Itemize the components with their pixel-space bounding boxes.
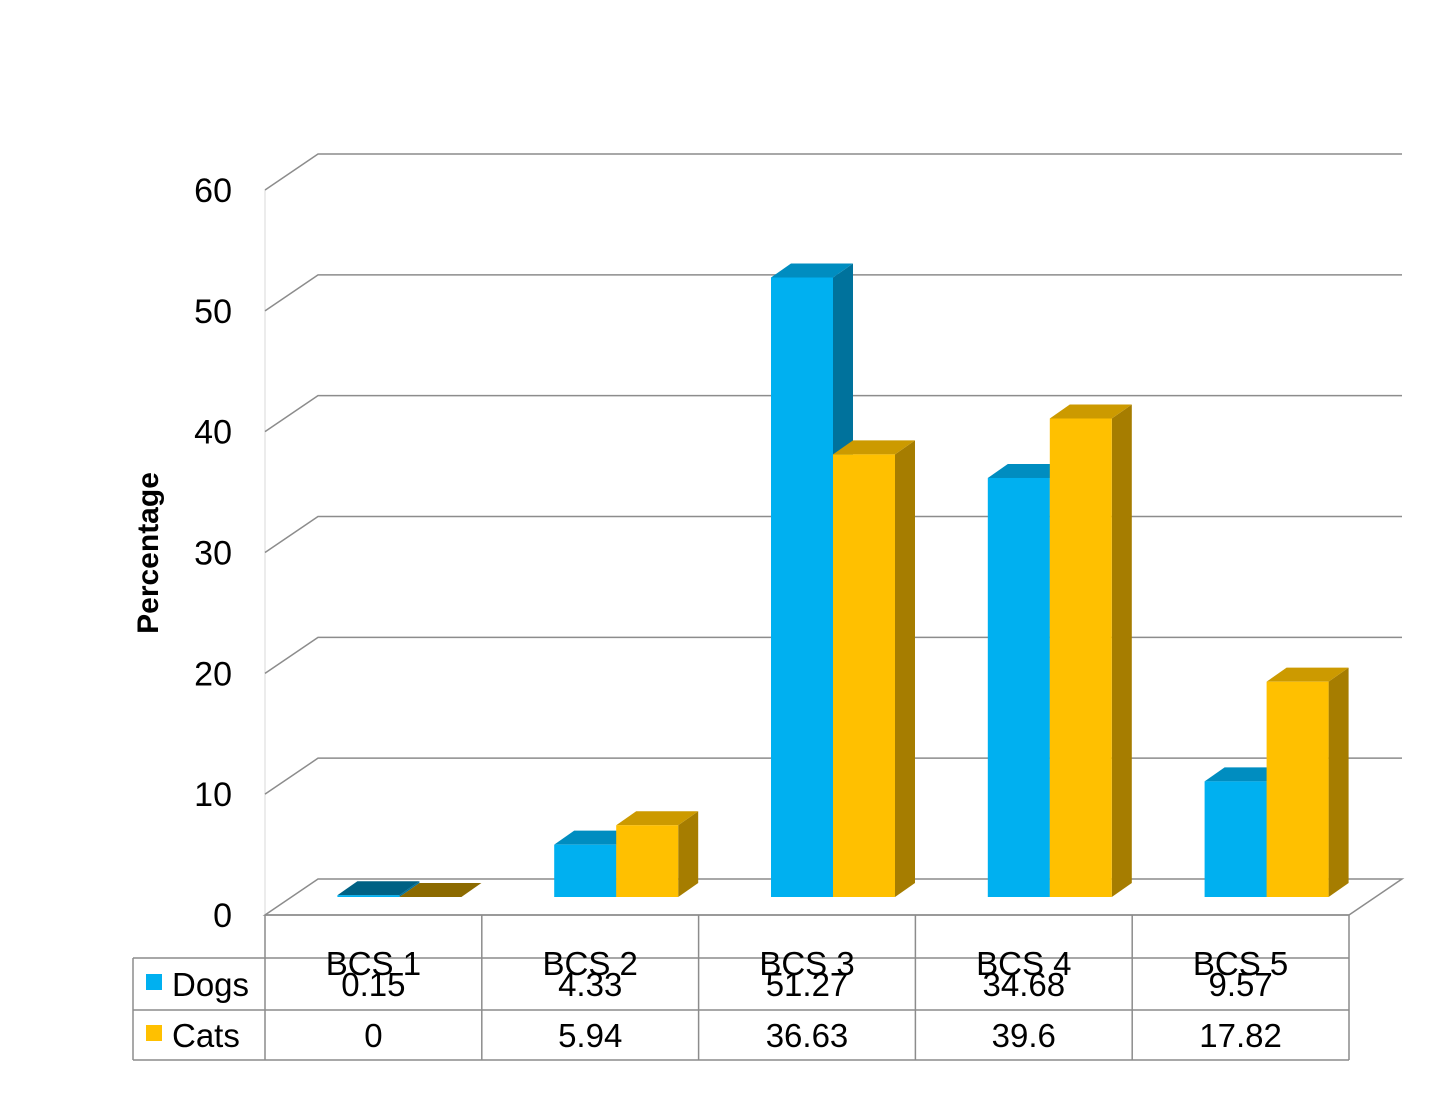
bar-side	[1111, 404, 1132, 897]
bar-top	[987, 463, 1070, 478]
bar-side	[399, 881, 420, 897]
bar-top	[1266, 667, 1349, 682]
y-tick-label: 40	[194, 414, 232, 452]
bar-top	[1049, 404, 1132, 419]
bar-side	[895, 440, 915, 897]
bar-side	[1328, 667, 1349, 897]
category-label: BCS 1	[326, 945, 421, 982]
bar-top	[616, 811, 699, 826]
bar	[337, 895, 400, 897]
gridline	[264, 394, 1402, 433]
legend-label: Cats	[172, 1017, 240, 1054]
data-label: 4.33	[558, 966, 622, 1003]
legend-key	[146, 1025, 162, 1041]
gridline	[264, 153, 1402, 191]
y-tick-label: 20	[194, 655, 232, 693]
y-tick-label: 50	[194, 293, 232, 331]
y-tick-label: 10	[194, 776, 232, 814]
bar	[554, 844, 617, 897]
data-label: 39.6	[992, 1017, 1056, 1054]
table-rows	[133, 957, 1349, 1061]
category-label: BCS 4	[976, 945, 1071, 982]
bar	[771, 277, 833, 897]
data-label: 9.57	[1208, 966, 1272, 1003]
gridline	[264, 274, 1402, 312]
bar	[1204, 781, 1267, 897]
bar	[1049, 418, 1112, 897]
data-label: 51.27	[766, 966, 849, 1003]
y-tick-label: 30	[194, 535, 232, 573]
bar	[987, 477, 1050, 897]
bar-top	[337, 881, 420, 896]
data-label: 17.82	[1199, 1017, 1282, 1054]
y-axis-label: Percentage	[132, 472, 165, 634]
y-tick-label: 0	[213, 897, 232, 935]
bars	[337, 263, 1349, 897]
category-label: BCS 2	[543, 945, 638, 982]
y-axis-ticks: 0 10 20 30 40 50 60	[194, 172, 232, 935]
category-label: BCS 3	[759, 945, 854, 982]
bar	[1266, 681, 1329, 897]
bar-top	[399, 883, 482, 897]
bar-side	[678, 811, 699, 897]
data-label: 36.63	[766, 1017, 849, 1054]
data-table: BCS 1 BCS 2 BCS 3 BCS 4 BCS 5 Dogs 0.15 4.33 51.…	[132, 914, 1350, 1061]
bar	[616, 825, 679, 897]
bar-top	[1204, 767, 1287, 782]
legend-key	[146, 974, 162, 990]
data-label: 0.15	[341, 966, 405, 1003]
bar-top	[771, 263, 853, 278]
data-label: 0	[364, 1017, 382, 1054]
bar	[833, 454, 895, 897]
data-label: 34.68	[983, 966, 1066, 1003]
y-tick-label: 60	[194, 172, 232, 210]
legend-label: Dogs	[172, 966, 249, 1003]
data-label: 5.94	[558, 1017, 622, 1054]
bar-top	[833, 440, 915, 455]
bar-top	[554, 830, 637, 845]
category-label: BCS 5	[1193, 945, 1288, 982]
